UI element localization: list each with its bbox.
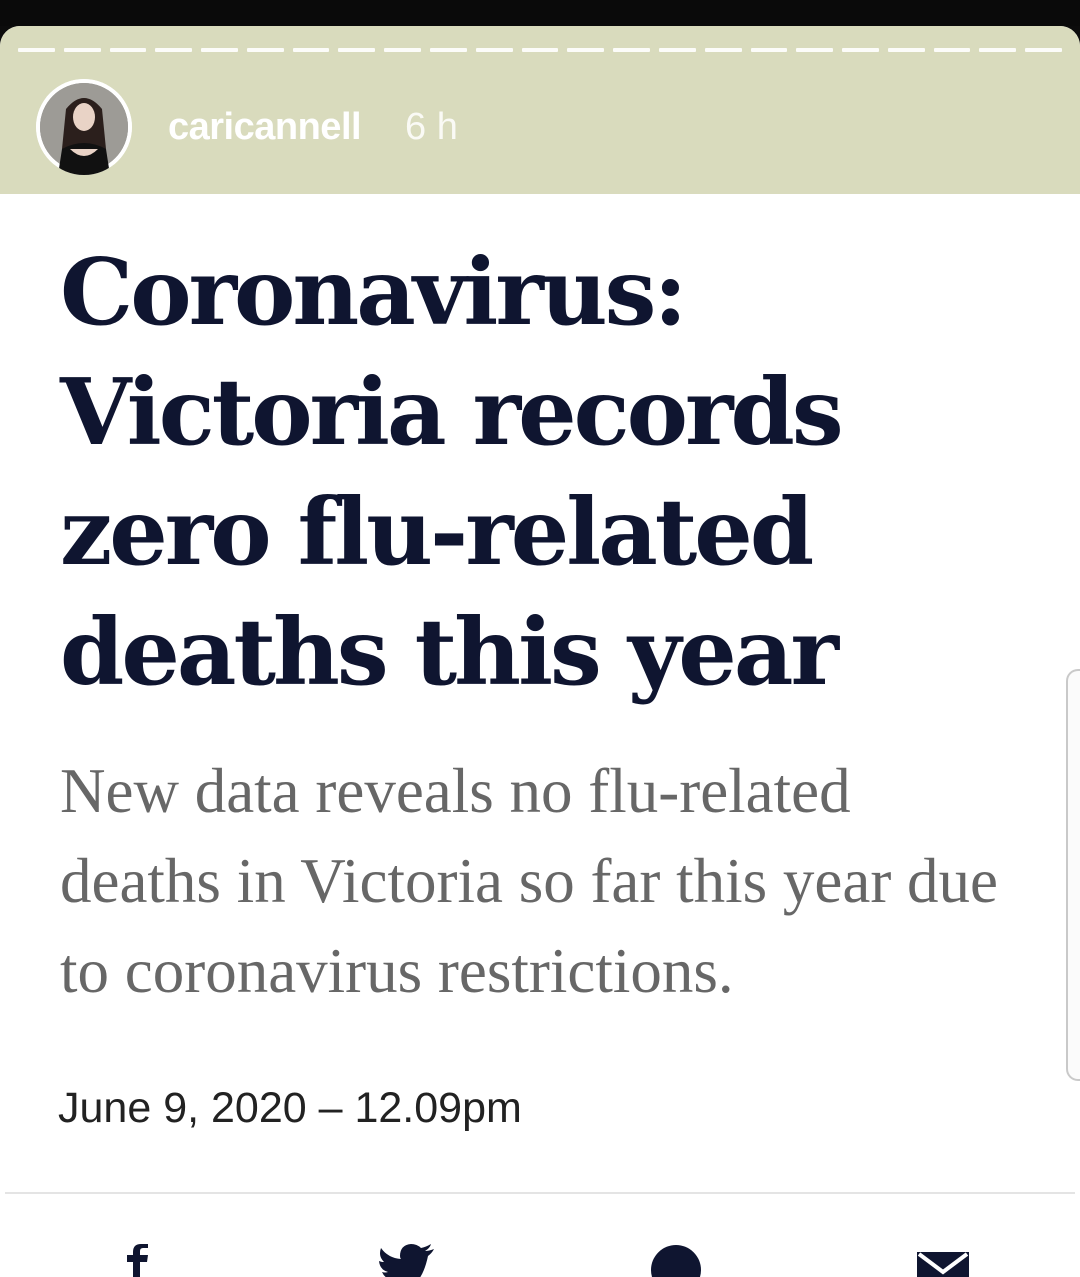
- story-progress-segment: [246, 48, 284, 52]
- share-bar: [0, 1236, 1080, 1277]
- article-headline: Coronavirus: Victoria records zero flu-r…: [60, 238, 844, 706]
- story-progress-segment: [979, 48, 1017, 52]
- story-progress-segment: [567, 48, 605, 52]
- story-progress-segment: [18, 48, 55, 52]
- story-timestamp: 6 h: [405, 106, 458, 148]
- story-progress-segment: [933, 48, 971, 52]
- story-progress-segment: [63, 48, 101, 52]
- story-progress-segment: [475, 48, 513, 52]
- story-progress-segment: [384, 48, 422, 52]
- story-username[interactable]: caricannell: [168, 106, 362, 148]
- article-subheadline: New data reveals no flu-related deaths i…: [60, 756, 999, 1006]
- avatar[interactable]: [36, 79, 132, 175]
- story-progress-segment: [796, 48, 834, 52]
- story-progress-segment: [109, 48, 147, 52]
- story-progress-segment: [430, 48, 467, 52]
- scroll-handle[interactable]: [1066, 669, 1080, 1081]
- divider: [5, 1192, 1075, 1194]
- story-progress-segment: [613, 48, 650, 52]
- email-icon[interactable]: [915, 1244, 971, 1277]
- facebook-icon[interactable]: [120, 1244, 154, 1277]
- story-progress-segment: [521, 48, 559, 52]
- article-dateline: June 9, 2020 – 12.09pm: [58, 1084, 522, 1132]
- story-progress-segment: [750, 48, 788, 52]
- story-header: caricannell 6 h: [0, 26, 1080, 194]
- story-progress-segment: [887, 48, 925, 52]
- story-progress-segment: [842, 48, 879, 52]
- story-viewer[interactable]: caricannell 6 h Coronavirus: Victoria re…: [0, 26, 1080, 1277]
- story-progress-segment: [1025, 48, 1062, 52]
- story-progress-segment: [155, 48, 193, 52]
- story-progress-segment: [292, 48, 330, 52]
- story-progress-segment: [704, 48, 742, 52]
- story-progress-segment: [338, 48, 376, 52]
- whatsapp-icon[interactable]: [650, 1244, 702, 1277]
- status-bar: [0, 0, 1080, 26]
- story-progress-bar: [18, 48, 1062, 52]
- twitter-icon[interactable]: [378, 1244, 434, 1277]
- story-progress-segment: [658, 48, 696, 52]
- story-progress-segment: [201, 48, 238, 52]
